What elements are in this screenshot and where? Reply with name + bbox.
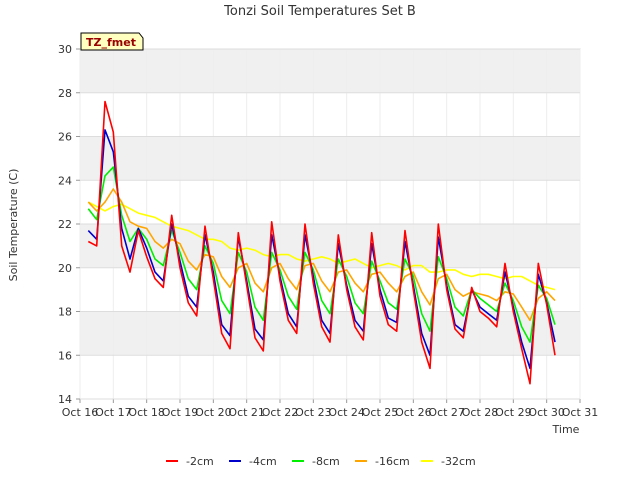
plot-band (80, 267, 580, 312)
plot-band (80, 49, 580, 93)
series-line-16cmcm (87, 188, 556, 322)
x-tick-label: Oct 24 (328, 406, 365, 419)
x-tick-label: Oct 22 (262, 406, 299, 419)
series-line-8cmcm (87, 166, 556, 343)
legend-label: -8cm (312, 455, 340, 468)
x-tick-label: Oct 31 (562, 406, 599, 419)
y-tick-label: 20 (58, 262, 72, 275)
x-tick-label: Oct 21 (228, 406, 265, 419)
y-axis-title: Soil Temperature (C) (7, 169, 20, 282)
x-tick-label: Oct 25 (362, 406, 399, 419)
x-tick-label: Oct 19 (162, 406, 199, 419)
badge-box (80, 32, 144, 51)
chart-title: Tonzi Soil Temperatures Set B (223, 4, 416, 19)
y-tick-label: 30 (58, 43, 72, 56)
x-tick-label: Oct 16 (62, 406, 99, 419)
badge: TZ_fmet (80, 32, 144, 51)
x-tick-label: Oct 17 (95, 406, 132, 419)
y-tick-label: 14 (58, 393, 72, 406)
series-line-2cmcm (87, 100, 556, 385)
plot-band (80, 92, 580, 137)
x-axis-title: Time (552, 423, 580, 436)
y-tick-label: 28 (58, 87, 72, 100)
legend-label: -32cm (441, 455, 476, 468)
x-tick-label: Oct 29 (495, 406, 532, 419)
y-tick-label: 16 (58, 349, 72, 362)
x-tick-label: Oct 30 (528, 406, 565, 419)
plot-band (80, 355, 580, 399)
x-tick-label: Oct 23 (295, 406, 332, 419)
y-tick-label: 18 (58, 306, 72, 319)
y-tick-label: 24 (58, 174, 72, 187)
series-line-32cmcm (87, 201, 556, 291)
plot-band (80, 136, 580, 181)
plot-band (80, 180, 580, 224)
legend-label: -16cm (375, 455, 410, 468)
legend-label: -4cm (249, 455, 277, 468)
legend: -2cm -4cm -8cm -16cm -32cm (166, 455, 476, 468)
x-tick-label: Oct 18 (128, 406, 165, 419)
y-tick-label: 22 (58, 218, 72, 231)
series-lines (87, 100, 556, 385)
plot-band (80, 224, 580, 268)
badge-label: TZ_fmet (86, 36, 136, 49)
x-tick-label: Oct 28 (462, 406, 499, 419)
y-tick-label: 26 (58, 131, 72, 144)
x-tick-label: Oct 27 (428, 406, 465, 419)
legend-label: -2cm (186, 455, 214, 468)
x-tick-label: Oct 20 (195, 406, 232, 419)
x-tick-label: Oct 26 (395, 406, 432, 419)
